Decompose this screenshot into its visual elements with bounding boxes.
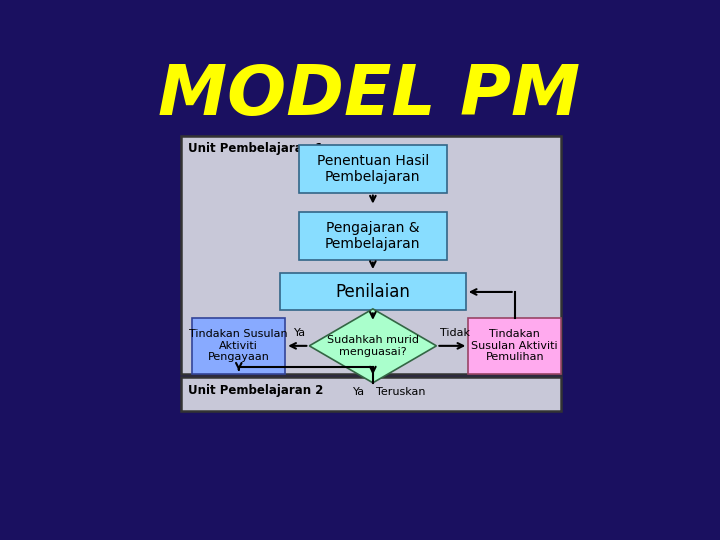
FancyBboxPatch shape [468, 318, 561, 374]
Text: Unit Pembelajaran 1: Unit Pembelajaran 1 [188, 142, 323, 155]
FancyBboxPatch shape [280, 273, 466, 310]
FancyBboxPatch shape [300, 212, 446, 260]
Polygon shape [310, 309, 436, 383]
FancyBboxPatch shape [192, 318, 285, 374]
Text: Penentuan Hasil
Pembelajaran: Penentuan Hasil Pembelajaran [317, 154, 429, 184]
Text: Tindakan Susulan
Aktiviti
Pengayaan: Tindakan Susulan Aktiviti Pengayaan [189, 329, 288, 362]
Text: Tindakan
Susulan Aktiviti
Pemulihan: Tindakan Susulan Aktiviti Pemulihan [472, 329, 558, 362]
FancyBboxPatch shape [181, 377, 561, 411]
FancyBboxPatch shape [300, 145, 446, 193]
Text: Tidak: Tidak [439, 328, 469, 338]
Text: Unit Pembelajaran 2: Unit Pembelajaran 2 [188, 383, 323, 396]
Text: Ya: Ya [294, 328, 306, 338]
Text: Pengajaran &
Pembelajaran: Pengajaran & Pembelajaran [325, 221, 420, 251]
Text: Ya: Ya [353, 387, 365, 397]
Text: Sudahkah murid
menguasai?: Sudahkah murid menguasai? [327, 335, 419, 356]
Text: Penilaian: Penilaian [336, 283, 410, 301]
Text: MODEL PM: MODEL PM [158, 62, 580, 129]
FancyBboxPatch shape [181, 136, 561, 374]
Text: Teruskan: Teruskan [376, 387, 426, 397]
